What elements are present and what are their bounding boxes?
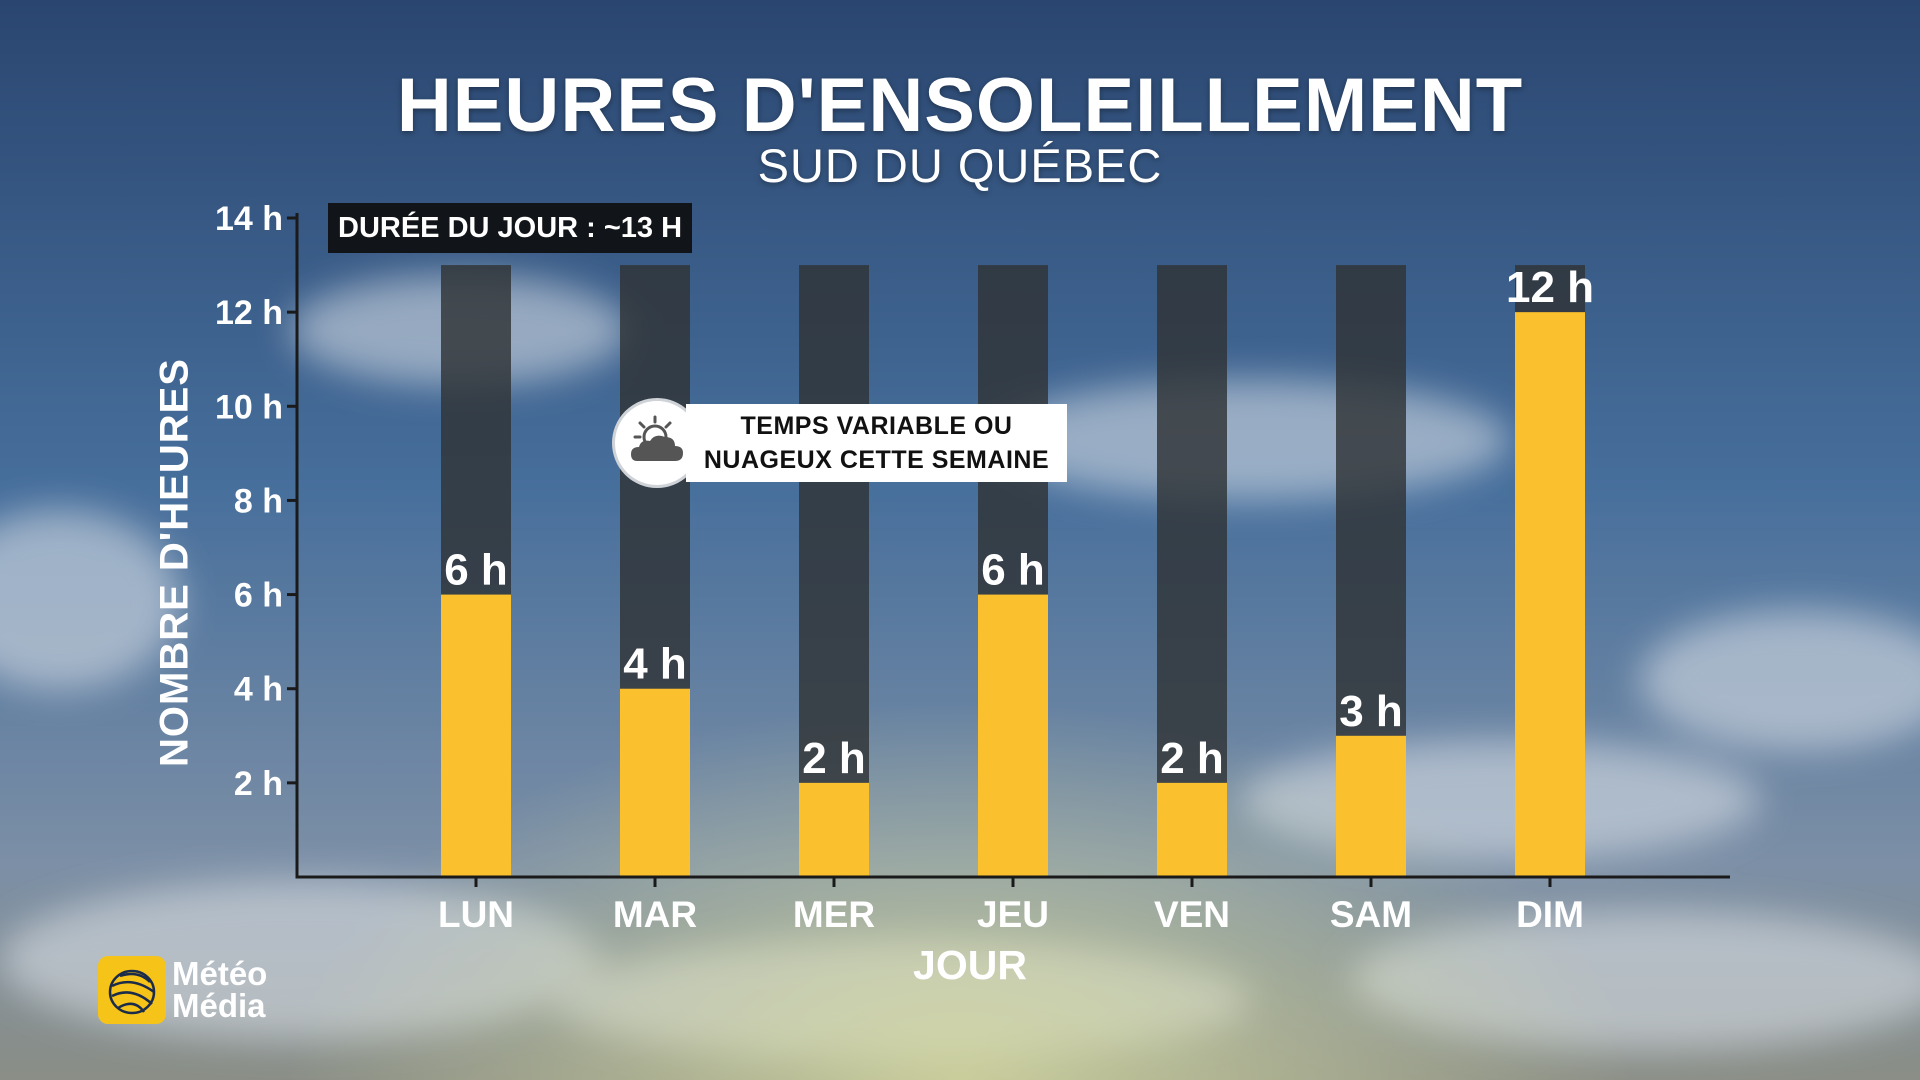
data-label-ven: 2 h bbox=[1160, 734, 1224, 783]
y-tick-label-6: 6 h bbox=[234, 577, 283, 615]
x-tick-label-mer: MER bbox=[793, 894, 875, 935]
data-label-dim: 12 h bbox=[1506, 263, 1594, 312]
sunshine-bar-mer bbox=[799, 782, 869, 877]
x-tick-label-sam: SAM bbox=[1330, 894, 1412, 935]
chart-title: HEURES D'ENSOLEILLEMENT bbox=[396, 63, 1524, 148]
sunshine-bar-sam bbox=[1336, 735, 1406, 877]
y-axis-title: NOMBRE D'HEURES bbox=[152, 358, 197, 767]
sunshine-bar-lun bbox=[441, 594, 511, 877]
weather-note-line1: TEMPS VARIABLE OU bbox=[740, 412, 1013, 440]
x-axis-title: JOUR bbox=[913, 942, 1027, 988]
x-tick-label-mar: MAR bbox=[613, 894, 697, 935]
data-label-mar: 4 h bbox=[623, 640, 687, 689]
y-tick-label-8: 8 h bbox=[234, 482, 283, 520]
sunshine-bar-mar bbox=[620, 688, 690, 877]
sunshine-bar-jeu bbox=[978, 594, 1048, 877]
sunshine-bar-dim bbox=[1515, 312, 1585, 878]
data-label-lun: 6 h bbox=[444, 546, 508, 595]
day-length-badge: DURÉE DU JOUR : ~13 H bbox=[328, 203, 693, 253]
chart-subtitle: SUD DU QUÉBEC bbox=[757, 139, 1163, 192]
daylight-bar-mer bbox=[799, 265, 869, 878]
daylight-bar-ven bbox=[1157, 265, 1227, 878]
y-tick-label-2: 2 h bbox=[234, 765, 283, 803]
logo-text-line2: Média bbox=[172, 987, 266, 1024]
x-tick-label-jeu: JEU bbox=[977, 894, 1049, 935]
weather-note: TEMPS VARIABLE OU NUAGEUX CETTE SEMAINE bbox=[686, 404, 1067, 482]
sunshine-bar-ven bbox=[1157, 782, 1227, 877]
y-tick-label-12: 12 h bbox=[215, 294, 283, 332]
x-tick-label-lun: LUN bbox=[438, 894, 514, 935]
logo-text-line1: Météo bbox=[172, 955, 268, 992]
globe-logo-icon bbox=[98, 956, 166, 1024]
y-tick-label-14: 14 h bbox=[215, 200, 283, 238]
y-tick-label-10: 10 h bbox=[215, 388, 283, 426]
y-tick-label-4: 4 h bbox=[234, 671, 283, 709]
data-label-sam: 3 h bbox=[1339, 687, 1403, 736]
data-label-mer: 2 h bbox=[802, 734, 866, 783]
meteomedia-logo: Météo Média bbox=[98, 956, 283, 1026]
x-tick-label-ven: VEN bbox=[1154, 894, 1230, 935]
data-label-jeu: 6 h bbox=[981, 546, 1045, 595]
weather-note-line2: NUAGEUX CETTE SEMAINE bbox=[703, 446, 1050, 474]
x-tick-label-dim: DIM bbox=[1516, 894, 1584, 935]
